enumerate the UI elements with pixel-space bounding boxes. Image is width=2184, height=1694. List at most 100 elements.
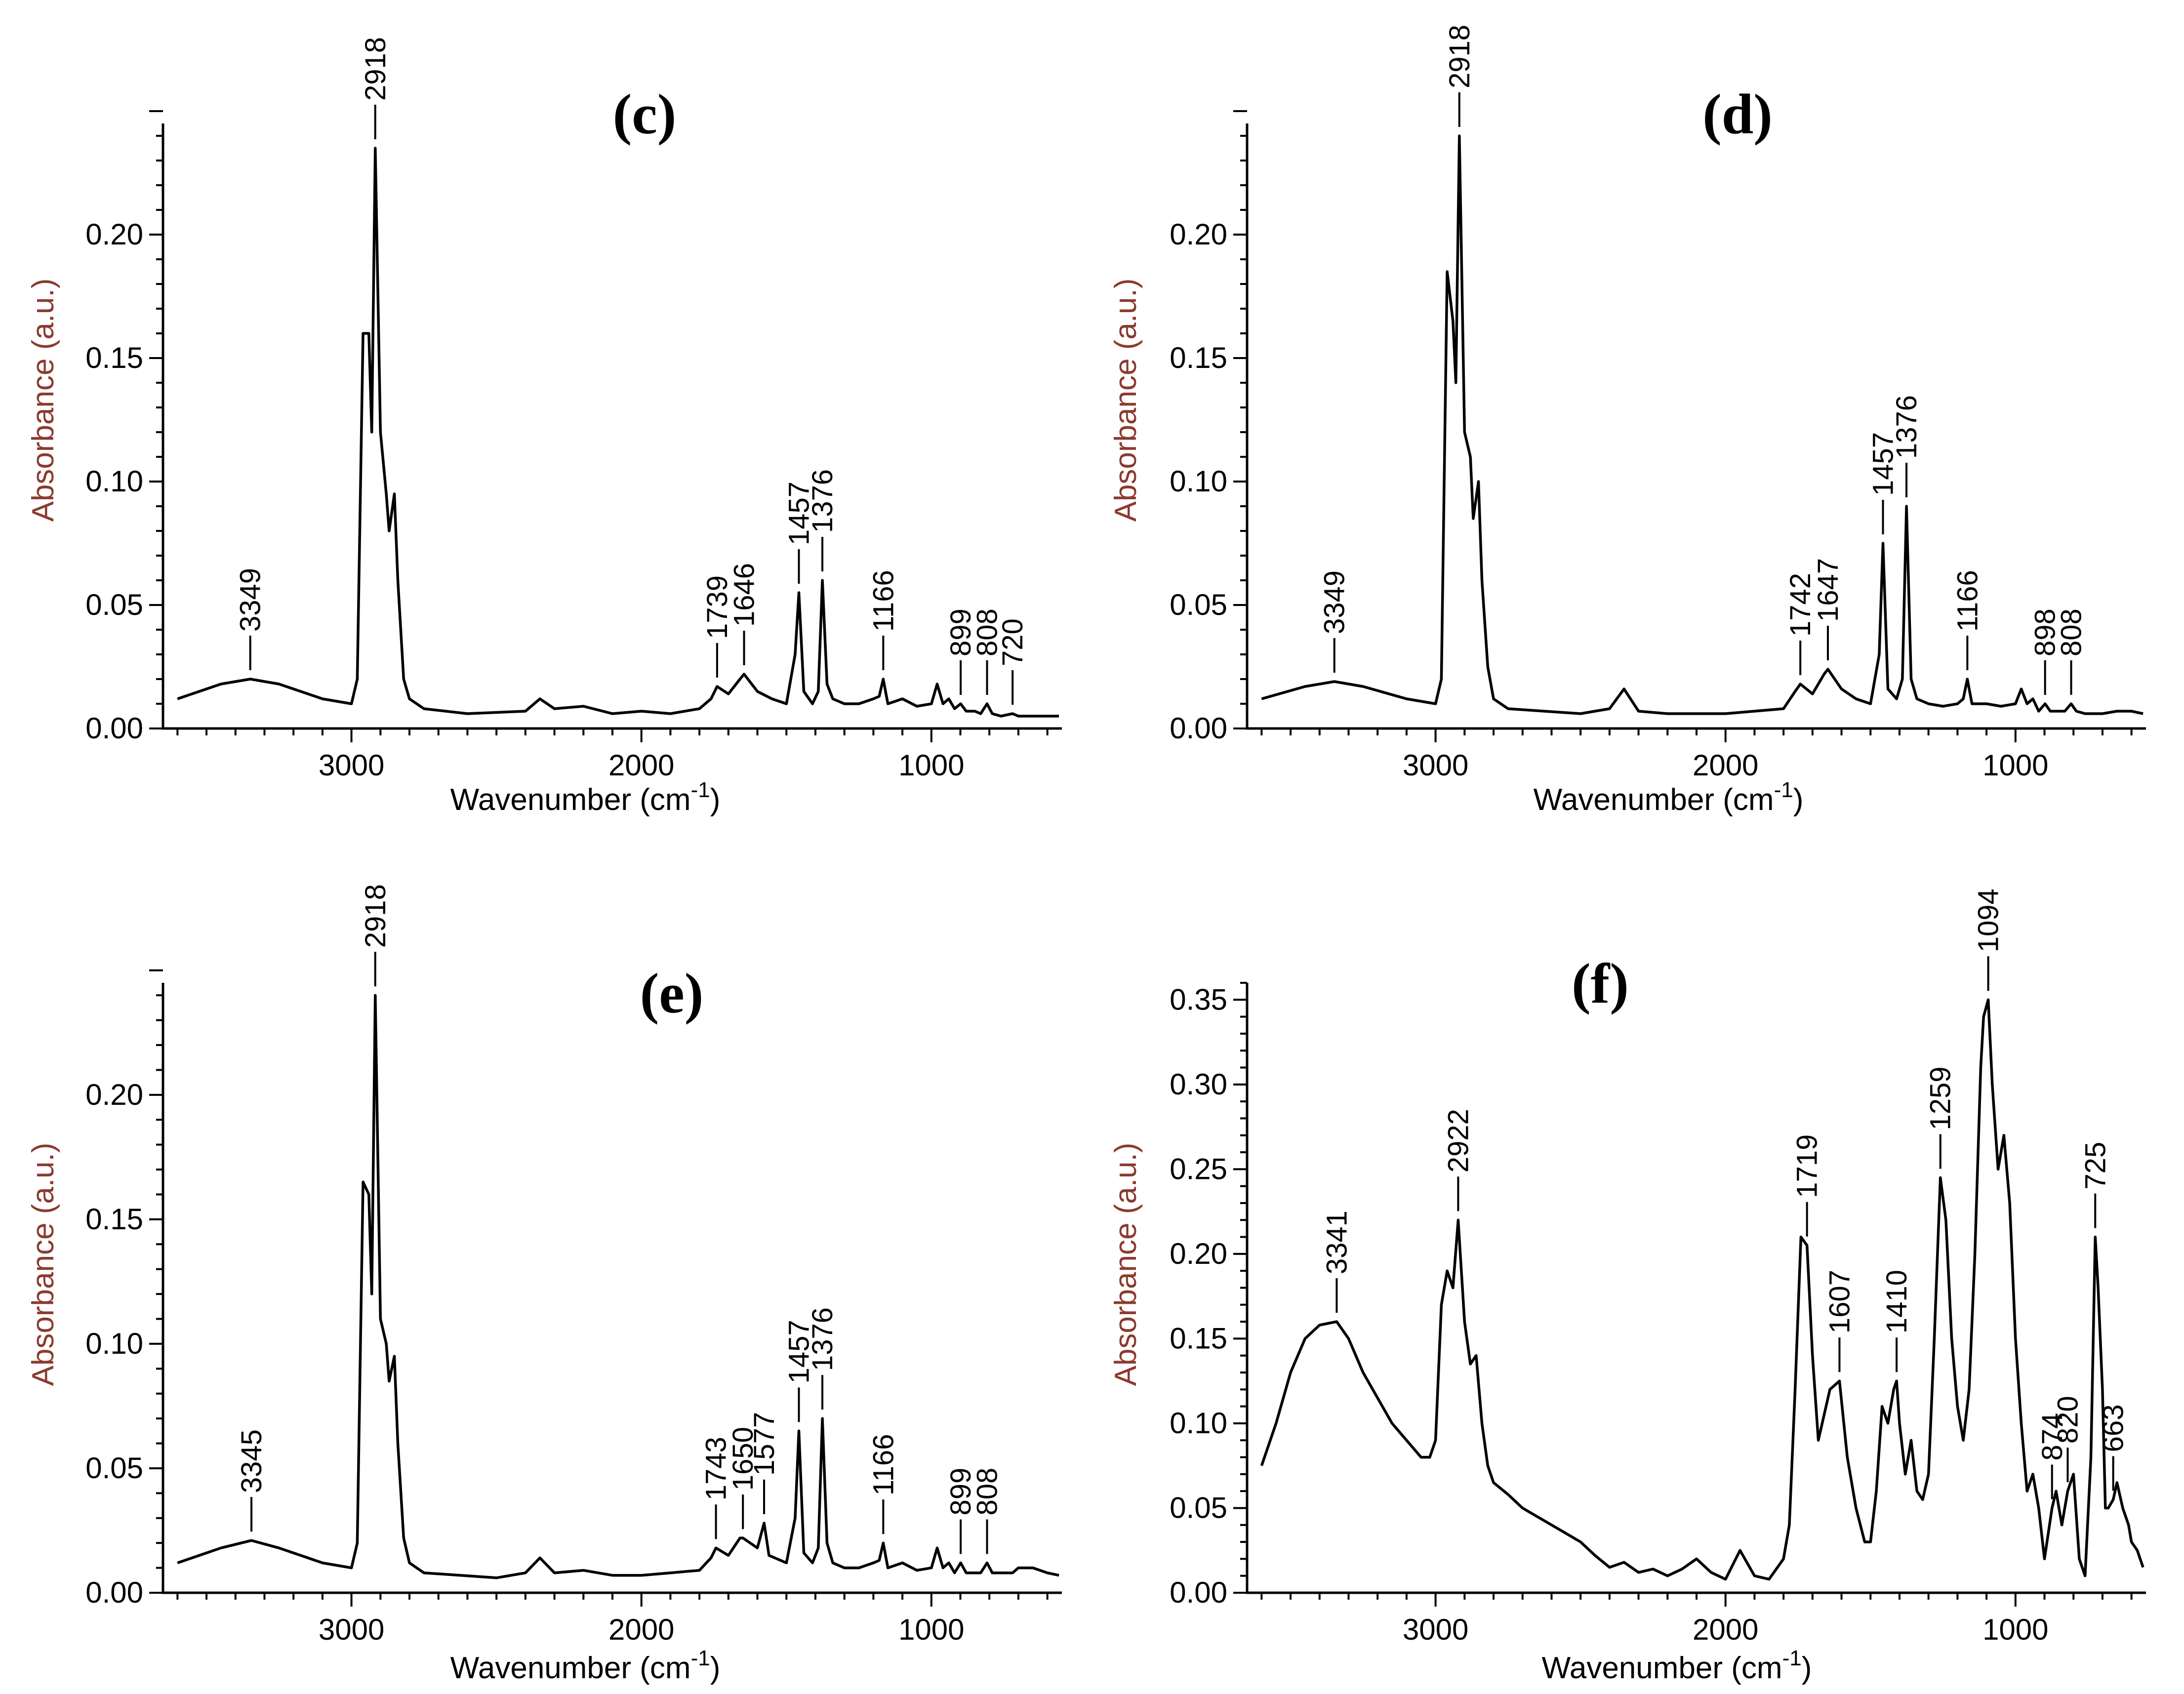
peak-label-e-1376: 1376 — [807, 1307, 839, 1371]
peak-label-c-1457: 1457 — [783, 482, 815, 545]
peak-label-e-808: 808 — [971, 1468, 1004, 1516]
x-axis-label-f: Wavenumber (cm-1) — [1542, 1646, 1812, 1685]
peak-label-d-1166: 1166 — [1951, 570, 1983, 632]
peak-label-d-1457: 1457 — [1867, 432, 1900, 496]
x-tick-label-c: 2000 — [608, 749, 674, 782]
peak-label-f-1094: 1094 — [1973, 888, 2005, 952]
x-axis-label-close-e: ) — [710, 1651, 721, 1685]
peak-label-c-3349: 3349 — [235, 568, 267, 632]
peak-label-d-808: 808 — [2056, 608, 2088, 656]
x-tick-label-d: 2000 — [1693, 749, 1758, 782]
x-tick-label-f: 2000 — [1693, 1613, 1758, 1646]
x-axis-label-close-c: ) — [710, 783, 721, 817]
y-tick-label-e: 0.15 — [85, 1203, 143, 1236]
y-tick-label-f: 0.00 — [1170, 1576, 1227, 1609]
spectrum-line-f — [1260, 998, 2144, 1581]
peak-label-c-1739: 1739 — [701, 575, 733, 639]
peak-label-c-808: 808 — [971, 608, 1004, 656]
peak-label-c-720: 720 — [997, 618, 1029, 666]
peak-label-e-1457: 1457 — [783, 1320, 815, 1383]
peak-label-c-899: 899 — [945, 608, 977, 656]
peak-label-f-1607: 1607 — [1823, 1270, 1856, 1333]
peak-label-c-1166: 1166 — [867, 570, 899, 632]
x-axis-label-superscript-f: -1 — [1782, 1646, 1802, 1670]
x-tick-label-f: 1000 — [1982, 1613, 2048, 1646]
peak-label-c-1376: 1376 — [807, 469, 839, 533]
y-tick-label-f: 0.35 — [1170, 983, 1227, 1016]
panel-e: (e) Absorbance (a.u.) Wavenumber (cm-1) … — [26, 884, 1062, 1685]
x-axis-label-e: Wavenumber (cm-1) — [450, 1646, 721, 1685]
y-tick-label-f: 0.20 — [1170, 1237, 1227, 1270]
y-axis-label-c: Absorbance (a.u.) — [26, 279, 60, 522]
x-axis-label-superscript-e: -1 — [691, 1646, 710, 1670]
y-tick-label-d: 0.10 — [1170, 465, 1227, 498]
peak-label-f-1259: 1259 — [1925, 1066, 1957, 1130]
x-tick-label-d: 1000 — [1982, 749, 2048, 782]
axes-d — [1246, 123, 2146, 730]
y-tick-label-f: 0.05 — [1170, 1491, 1227, 1524]
panel-title-c: (c) — [613, 83, 677, 146]
x-tick-label-f: 3000 — [1403, 1613, 1468, 1646]
y-tick-label-d: 0.00 — [1170, 712, 1227, 745]
panel-title-d: (d) — [1702, 83, 1773, 146]
panel-title-e: (e) — [640, 962, 704, 1025]
peak-label-d-2918: 2918 — [1444, 25, 1476, 88]
x-axis-label-c: Wavenumber (cm-1) — [450, 778, 721, 817]
spectrum-line-d — [1261, 134, 2144, 715]
peak-label-d-1376: 1376 — [1891, 395, 1923, 459]
x-axis-label-main-f: Wavenumber (cm — [1542, 1651, 1782, 1685]
x-tick-label-e: 3000 — [319, 1613, 384, 1646]
peak-label-f-1410: 1410 — [1881, 1270, 1913, 1333]
peak-label-c-2918: 2918 — [360, 37, 392, 101]
x-tick-label-d: 3000 — [1403, 749, 1468, 782]
panel-title-f: (f) — [1572, 952, 1629, 1015]
peak-label-d-1742: 1742 — [1784, 573, 1817, 637]
peak-label-c-1646: 1646 — [728, 563, 761, 627]
y-tick-label-d: 0.15 — [1170, 341, 1227, 374]
ticks-d: 3000 2000 1000 0.00 0.05 0.10 0.15 0.20 — [1170, 110, 2133, 782]
y-tick-label-c: 0.20 — [85, 218, 143, 251]
ticks-f: 3000 2000 1000 0.00 0.05 0.10 0.15 0.20 0.25 0.30… — [1170, 982, 2133, 1646]
peak-label-e-899: 899 — [945, 1468, 977, 1516]
peak-label-d-898: 898 — [2029, 608, 2062, 656]
x-tick-label-e: 2000 — [608, 1613, 674, 1646]
y-tick-label-c: 0.10 — [85, 465, 143, 498]
peak-label-f-874: 874 — [2036, 1413, 2068, 1461]
x-tick-label-c: 1000 — [898, 749, 964, 782]
peak-label-e-1650: 1650 — [727, 1427, 759, 1491]
y-axis-label-f: Absorbance (a.u.) — [1109, 1143, 1143, 1386]
axes-e — [162, 983, 1062, 1594]
y-tick-label-e: 0.00 — [85, 1576, 143, 1609]
peak-label-e-1577: 1577 — [748, 1412, 780, 1476]
x-axis-label-main-c: Wavenumber (cm — [450, 783, 691, 817]
axes-c — [162, 123, 1062, 730]
y-tick-label-d: 0.05 — [1170, 588, 1227, 621]
y-tick-label-f: 0.30 — [1170, 1068, 1227, 1101]
y-axis-label-d: Absorbance (a.u.) — [1109, 279, 1143, 522]
peak-label-f-725: 725 — [2079, 1142, 2111, 1190]
spectrum-line-e — [177, 994, 1059, 1579]
axis-frame-f — [1246, 983, 2146, 1594]
x-axis-label-superscript-c: -1 — [691, 778, 710, 802]
y-tick-label-f: 0.25 — [1170, 1152, 1227, 1185]
y-axis-label-e: Absorbance (a.u.) — [26, 1143, 60, 1386]
x-axis-label-close-d: ) — [1793, 783, 1804, 817]
spectrum-line-c — [177, 147, 1059, 718]
axis-frame-e — [162, 983, 1062, 1594]
peak-label-f-2922: 2922 — [1442, 1109, 1474, 1172]
ticks-c: 3000 2000 1000 0.00 0.05 0.10 0.15 0.20 — [85, 110, 1049, 782]
x-axis-label-close-f: ) — [1802, 1651, 1812, 1685]
panel-d: (d) Absorbance (a.u.) Wavenumber (cm-1) … — [1109, 25, 2146, 817]
y-tick-label-c: 0.15 — [85, 341, 143, 374]
y-tick-label-c: 0.05 — [85, 588, 143, 621]
axes-f — [1246, 983, 2146, 1594]
peak-label-f-820: 820 — [2052, 1396, 2084, 1444]
ticks-e: 3000 2000 1000 0.00 0.05 0.10 0.15 0.20 — [85, 969, 1049, 1646]
x-tick-label-c: 3000 — [319, 749, 384, 782]
x-axis-label-superscript-d: -1 — [1774, 778, 1793, 802]
